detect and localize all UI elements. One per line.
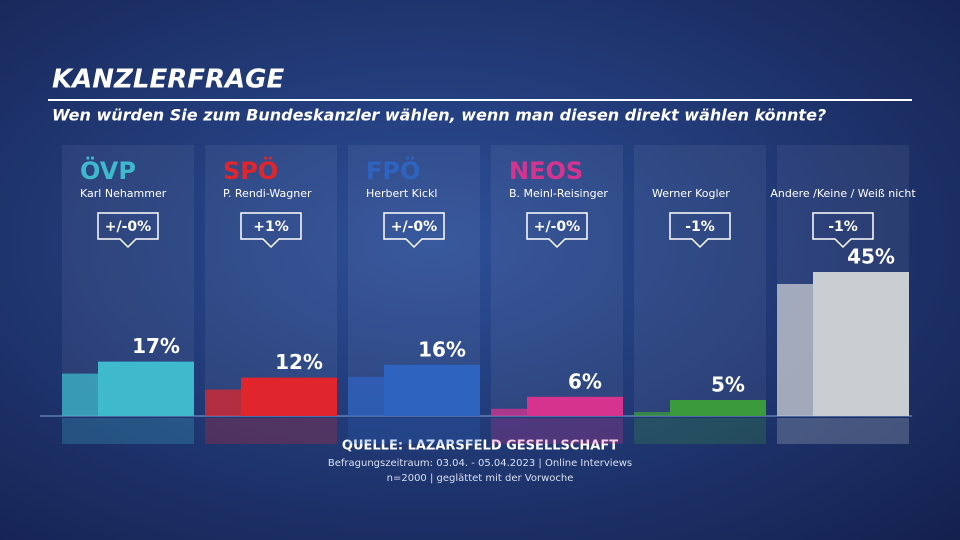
bar-reflection: [62, 418, 194, 444]
value-label: 5%: [711, 373, 745, 397]
candidate-name: Herbert Kickl: [366, 187, 437, 200]
change-label: +/-0%: [105, 219, 151, 235]
column-panel: [205, 145, 337, 416]
candidate-name: P. Rendi-Wagner: [223, 187, 312, 200]
change-badge: [240, 212, 302, 249]
change-label: +/-0%: [391, 219, 437, 235]
bar-back: [348, 376, 384, 416]
candidate-name: Andere /Keine / Weiß nicht: [770, 187, 916, 200]
change-badge: [669, 212, 731, 249]
value-label: 16%: [418, 337, 466, 361]
column-panel: [491, 145, 623, 416]
change-label: -1%: [685, 219, 715, 235]
bar: [527, 396, 623, 416]
change-label: +1%: [253, 219, 289, 235]
bar-reflection: [491, 418, 623, 444]
bar-back: [491, 408, 527, 416]
bar: [241, 377, 337, 416]
bar-back: [62, 373, 98, 416]
column-panel: [634, 145, 766, 416]
note: Befragungszeitraum: 03.04. - 05.04.2023 …: [328, 458, 632, 469]
change-label: +/-0%: [534, 219, 580, 235]
value-label: 45%: [847, 245, 895, 269]
value-label: 12%: [275, 350, 323, 374]
change-label: -1%: [828, 219, 858, 235]
chart-title: KANZLERFRAGE: [52, 65, 284, 95]
value-label: 6%: [568, 369, 602, 393]
bar: [384, 364, 480, 416]
bar-back: [634, 412, 670, 416]
value-label: 17%: [132, 334, 180, 358]
candidate-name: B. Meinl-Reisinger: [509, 187, 608, 200]
chart-subtitle: Wen würden Sie zum Bundeskanzler wählen,…: [52, 106, 826, 125]
source: QUELLE: LAZARSFELD GESELLSCHAFT: [342, 439, 618, 454]
change-badge: [526, 212, 588, 249]
bar: [670, 400, 766, 416]
candidate-name: Karl Nehammer: [80, 187, 167, 200]
party-logo: ÖVP: [80, 155, 136, 185]
bar: [813, 272, 909, 416]
party-logo: NEOS: [509, 157, 583, 185]
bar-back: [205, 389, 241, 416]
change-badge: [383, 212, 445, 249]
note: n=2000 | geglättet mit der Vorwoche: [387, 473, 574, 484]
bar: [98, 361, 194, 416]
change-badge: [812, 212, 874, 249]
bar-reflection: [205, 418, 337, 444]
candidate-name: Werner Kogler: [652, 187, 730, 200]
party-logo: SPÖ: [223, 155, 278, 185]
bar-reflection: [777, 418, 909, 444]
change-badge: [97, 212, 159, 249]
bar-reflection: [634, 418, 766, 444]
bar-back: [777, 284, 813, 416]
party-logo: FPÖ: [366, 155, 420, 185]
bar-reflection: [348, 418, 480, 444]
